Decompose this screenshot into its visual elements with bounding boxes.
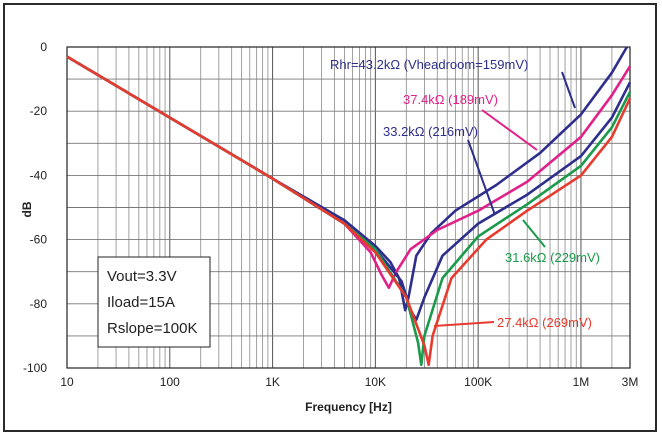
x-tick-label: 10	[60, 375, 74, 389]
plot-border	[66, 46, 631, 369]
x-tick-label: 3M	[622, 375, 639, 389]
y-tick-label: 0	[40, 40, 47, 54]
series-leader-line	[433, 321, 495, 327]
annotation-box: Vout=3.3V Iload=15A Rslope=100K	[97, 256, 211, 348]
y-tick-label: -80	[30, 297, 48, 311]
series-label: 31.6kΩ (229mV)	[505, 250, 600, 265]
annotation-line: Rslope=100K	[107, 320, 197, 337]
annotation-line: Iload=15A	[107, 294, 175, 311]
y-tick-label: -40	[30, 168, 48, 182]
y-tick-label: -60	[30, 233, 48, 247]
chart-frame	[3, 3, 657, 432]
series-label: 33.2kΩ (216mV)	[383, 124, 478, 139]
series-label: 37.4kΩ (189mV)	[403, 92, 498, 107]
y-tick-label: -20	[30, 104, 48, 118]
series-label: Rhr=43.2kΩ (Vheadroom=159mV)	[330, 57, 528, 72]
series-label: 27.4kΩ (269mV)	[497, 315, 592, 330]
x-tick-label: 100	[160, 375, 180, 389]
x-tick-label: 100K	[464, 375, 492, 389]
x-tick-label: 1K	[265, 375, 280, 389]
series-leader-line	[561, 71, 576, 109]
x-tick-label: 10K	[365, 375, 386, 389]
x-axis-title: Frequency [Hz]	[305, 400, 392, 414]
series-lines	[66, 46, 632, 367]
series-leader-line	[467, 139, 496, 216]
x-tick-label: 1M	[573, 375, 590, 389]
tick-labels: 10 100 1K 10K 100K 1M 3M 0 -20 -40 -60 -80 -100	[23, 40, 638, 389]
series-line-0	[66, 46, 629, 312]
series-leader-line	[481, 109, 538, 151]
annotation-line: Vout=3.3V	[107, 268, 177, 285]
series-labels: Rhr=43.2kΩ (Vheadroom=159mV) 37.4kΩ (189m…	[330, 57, 600, 330]
series-line-4	[66, 55, 632, 367]
y-tick-label: -100	[23, 361, 47, 375]
y-axis-title: dB	[20, 201, 34, 217]
series-leader-line	[522, 219, 546, 248]
annotation-box-rect	[97, 256, 211, 348]
